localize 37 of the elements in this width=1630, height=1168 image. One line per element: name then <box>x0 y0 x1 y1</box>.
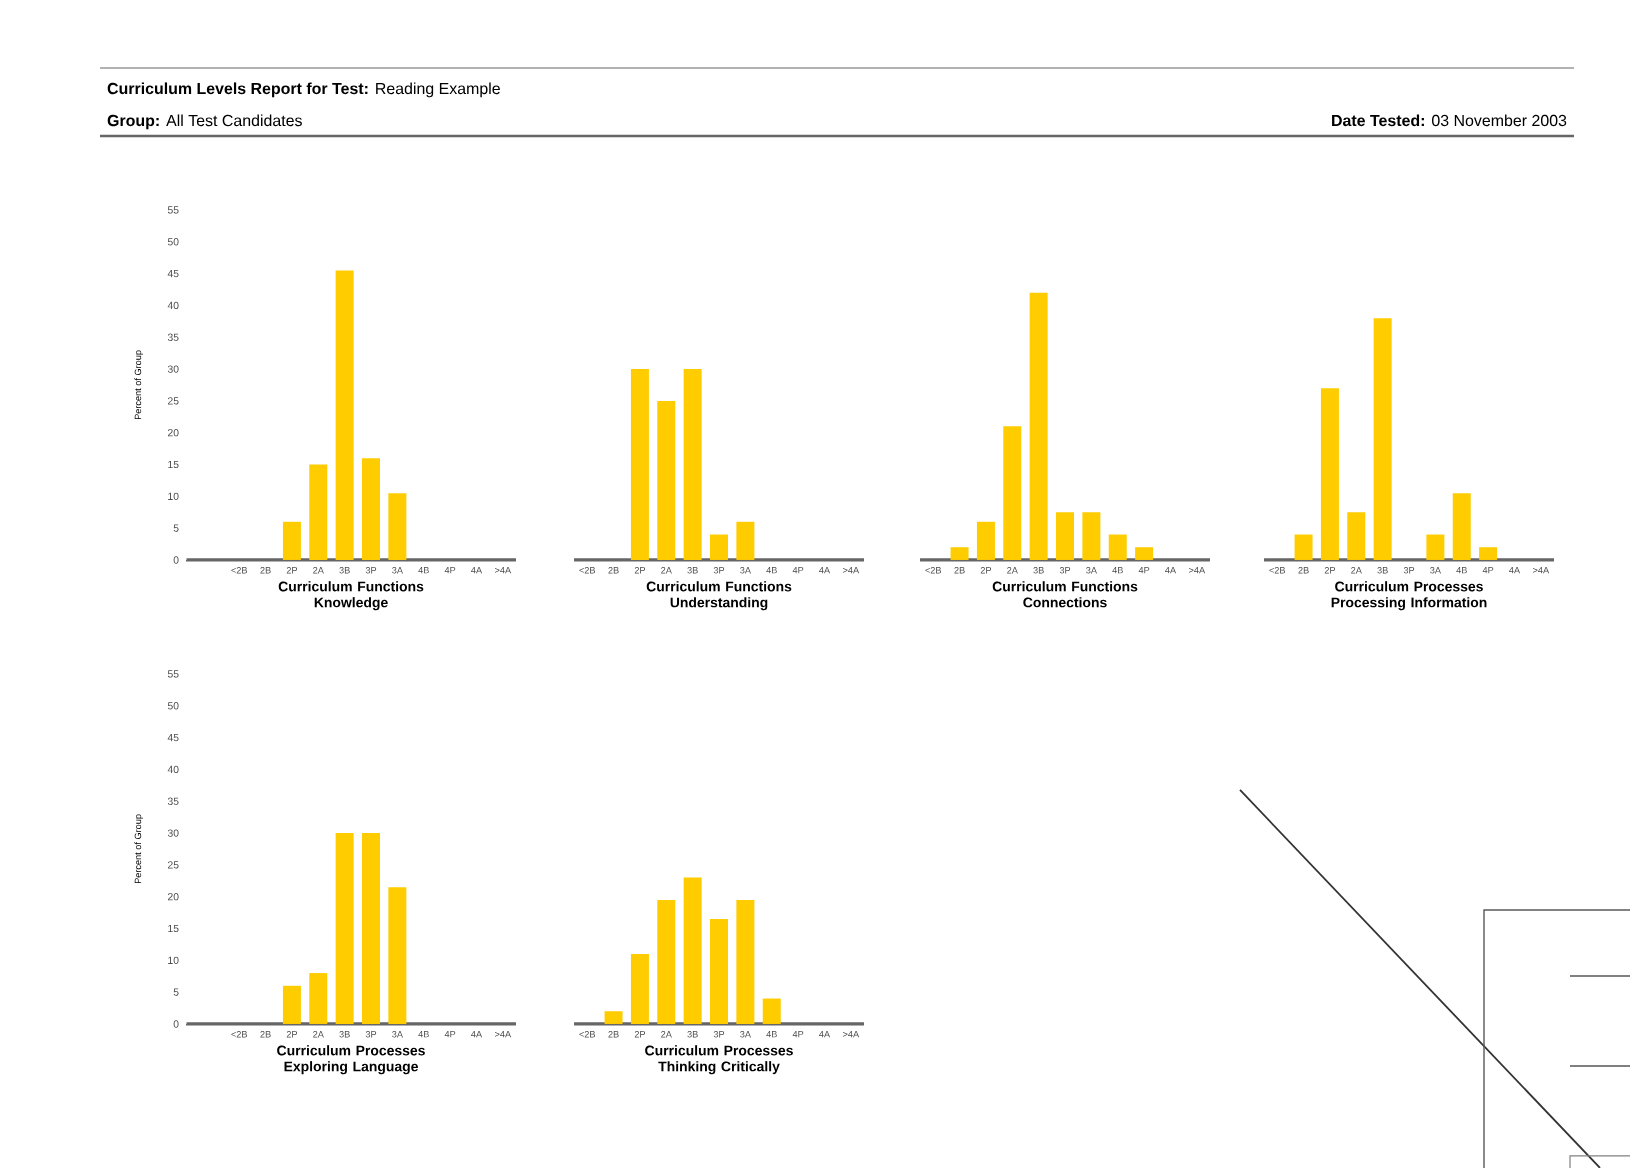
bar <box>1029 292 1048 560</box>
bar <box>309 464 328 560</box>
bar <box>683 877 702 1024</box>
bar <box>388 887 407 1024</box>
bar <box>1373 318 1392 560</box>
bar <box>282 985 301 1024</box>
bar <box>362 458 381 560</box>
bar <box>736 899 755 1024</box>
bar <box>388 493 407 560</box>
bar <box>362 833 381 1024</box>
bar <box>710 918 729 1024</box>
bar <box>630 953 649 1024</box>
bar <box>630 369 649 560</box>
bar <box>1003 426 1022 560</box>
bar <box>1135 547 1154 560</box>
bar <box>950 547 969 560</box>
bar <box>1479 547 1498 560</box>
bar <box>1294 534 1313 560</box>
bar <box>762 998 781 1024</box>
bar <box>1347 512 1366 560</box>
bar <box>1082 512 1101 560</box>
bar <box>1426 534 1445 560</box>
bar <box>657 400 676 560</box>
bar <box>683 369 702 560</box>
bar <box>736 521 755 560</box>
bar <box>335 833 354 1024</box>
bar <box>604 1011 623 1024</box>
bar <box>1452 493 1471 560</box>
bar <box>657 899 676 1024</box>
bar <box>1320 388 1339 560</box>
bar <box>976 521 995 560</box>
bar <box>710 534 729 560</box>
bar <box>335 270 354 560</box>
bar <box>282 521 301 560</box>
bar <box>1056 512 1075 560</box>
bar <box>1108 534 1127 560</box>
bar <box>309 973 328 1024</box>
